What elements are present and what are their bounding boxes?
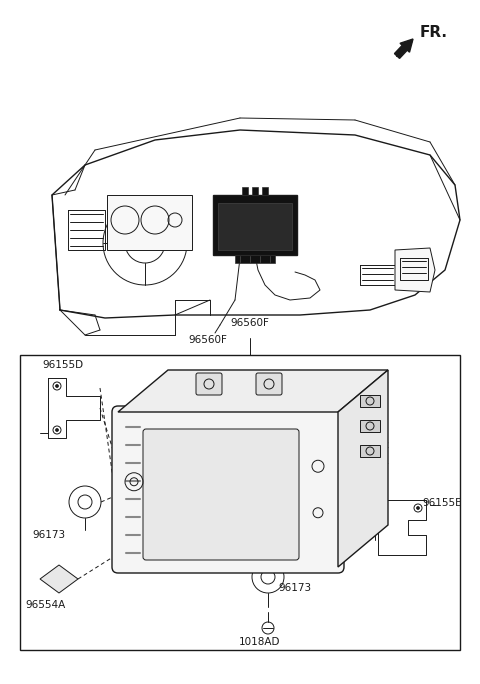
Circle shape [417,506,420,510]
Text: FR.: FR. [420,25,448,40]
FancyBboxPatch shape [112,406,344,573]
Text: 96173: 96173 [32,530,65,540]
Circle shape [56,428,59,432]
Bar [360,445,380,457]
FancyBboxPatch shape [256,373,282,395]
Polygon shape [235,255,275,263]
FancyBboxPatch shape [143,429,299,560]
Text: 96173: 96173 [278,583,311,593]
Text: 1018AD: 1018AD [239,637,281,647]
Circle shape [56,384,59,388]
Polygon shape [395,248,435,292]
Polygon shape [252,187,258,195]
Bar [20,355,460,650]
Polygon shape [213,195,297,255]
Polygon shape [338,370,388,567]
FancyArrow shape [395,39,413,58]
Polygon shape [107,195,192,250]
Polygon shape [118,370,388,412]
Polygon shape [242,187,248,195]
Bar [360,395,380,407]
Text: 96560F: 96560F [189,335,228,345]
Polygon shape [40,565,78,593]
FancyBboxPatch shape [196,373,222,395]
Polygon shape [262,187,268,195]
Text: 96155D: 96155D [42,360,83,370]
Polygon shape [218,203,292,250]
Text: 96560F: 96560F [230,318,269,328]
Text: 96155E: 96155E [422,498,462,508]
Bar [360,420,380,432]
Text: 96554A: 96554A [25,600,65,610]
